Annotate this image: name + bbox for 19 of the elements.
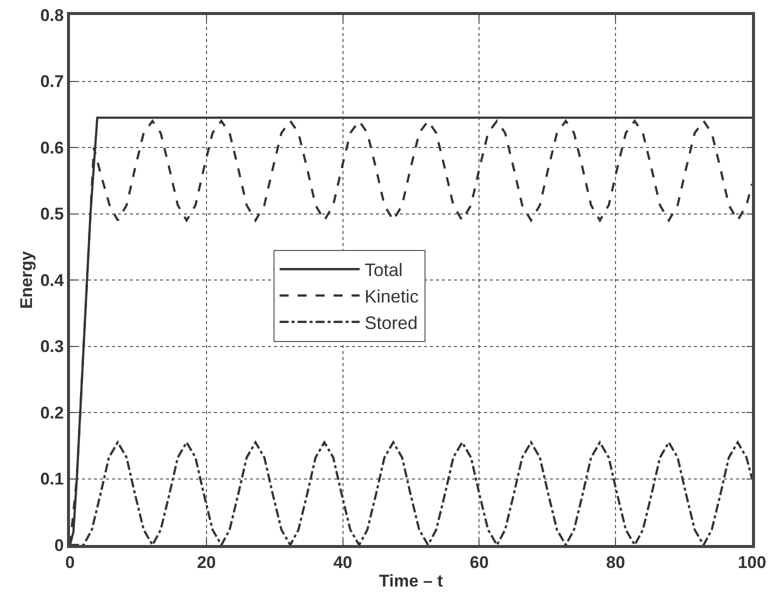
y-tick-label: 0.1	[40, 470, 64, 489]
y-tick-label: 0.8	[40, 6, 64, 25]
x-tick-label: 100	[738, 553, 766, 572]
y-tick-label: 0.6	[40, 138, 64, 158]
x-axis-title: Time – t	[379, 572, 444, 591]
y-tick-label: 0.5	[40, 204, 64, 224]
y-axis-title: Energy	[16, 250, 36, 309]
y-tick-label: 0.3	[40, 337, 64, 356]
y-tick-label: 0.2	[40, 403, 64, 422]
legend-label: Stored	[364, 312, 418, 333]
y-tick-label: 0	[54, 536, 64, 555]
x-tick-label: 60	[470, 553, 489, 572]
legend-label: Kinetic	[364, 286, 419, 307]
x-tick-label: 40	[333, 553, 352, 572]
x-tick-label: 80	[606, 553, 626, 572]
x-tick-label: 20	[196, 553, 216, 572]
y-tick-label: 0.7	[40, 72, 64, 92]
y-tick-label: 0.4	[40, 270, 64, 290]
legend-label: Total	[364, 260, 403, 280]
